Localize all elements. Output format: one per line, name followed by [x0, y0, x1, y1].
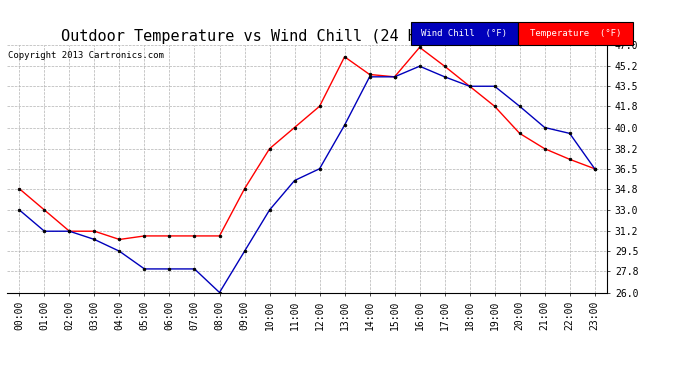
Text: Temperature  (°F): Temperature (°F) — [530, 29, 621, 38]
Text: Copyright 2013 Cartronics.com: Copyright 2013 Cartronics.com — [8, 51, 164, 60]
Text: Wind Chill  (°F): Wind Chill (°F) — [422, 29, 507, 38]
Title: Outdoor Temperature vs Wind Chill (24 Hours)  20131022: Outdoor Temperature vs Wind Chill (24 Ho… — [61, 29, 553, 44]
